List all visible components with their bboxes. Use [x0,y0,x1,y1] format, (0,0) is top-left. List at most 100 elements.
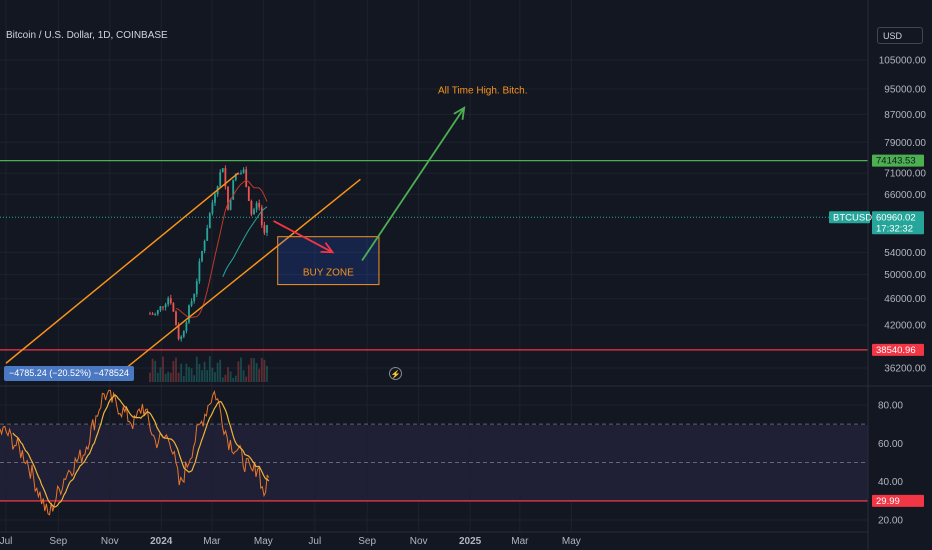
target-arrow-head [453,106,466,120]
ma-mid-line [222,206,268,278]
volume-bar [175,357,177,382]
price-tick-label: 42000.00 [884,321,926,332]
volume-bar [247,364,250,382]
price-tick-label: 87000.00 [884,110,926,121]
price-tick-label: 36200.00 [884,364,926,375]
symbol-tag-text: BTCUSD [833,212,872,223]
support-price-tag-bg [872,343,924,356]
moving-averages [175,179,268,319]
measure-label: −4785.24 (−20.52%) −478524 [4,366,134,381]
symbol-tag: BTCUSD [829,211,872,224]
resistance-price-tag-text: 74143.53 [876,156,916,167]
candle [208,213,211,229]
buy-zone-label: BUY ZONE [303,268,354,279]
volume-bar [208,356,211,382]
rsi-band [0,425,868,502]
volume-bar [167,371,170,382]
volume-bar [224,374,227,382]
volume-bar [253,358,255,382]
time-tick-label: May [562,536,581,547]
time-tick-label: Mar [511,536,529,547]
candle [247,187,250,201]
candle [245,169,248,188]
volume-bar [180,363,183,382]
candle [227,186,229,210]
price-tick-label: 54000.00 [884,248,926,259]
volume-bar [198,363,201,382]
rsi-tick-label: 20.00 [878,516,903,527]
target-arrow-shaft [361,107,465,261]
drawings: BUY ZONE All Time High. Bitch. [0,86,868,371]
volume-bar [227,367,229,382]
candle [162,306,164,308]
time-tick-label: Nov [101,536,119,547]
volume-bar [211,367,214,382]
support-price-tag-text: 38540.96 [876,345,916,356]
rsi-level-tag-text: 29.99 [876,496,900,507]
volume-bar [245,376,248,382]
volume-bar [221,377,224,382]
candle [255,202,258,210]
volume-bar [162,356,164,382]
chart-title: Bitcoin / U.S. Dollar, 1D, COINBASE [6,30,168,41]
time-tick-label: Jul [308,536,321,547]
rsi-panel [0,389,868,516]
channel-upper-line [5,172,239,364]
support-price-tag: 38540.96 [872,343,924,356]
candle [172,303,175,312]
price-tick-label: 46000.00 [884,294,926,305]
volume-bar [149,372,151,382]
volume-bar [172,360,175,382]
last-price-tag-text: 60960.02 [876,212,916,223]
volume-bar [164,373,167,382]
volume-bar [250,358,253,382]
time-tick-label: Sep [358,536,376,547]
volume-bar [242,370,245,382]
volume-bar [193,375,196,382]
volume-bar [177,372,180,382]
price-tick-label: 79000.00 [884,138,926,149]
time-tick-label: 2024 [150,536,173,547]
volume-bar [188,367,190,382]
price-tick-label: 71000.00 [884,169,926,180]
candle [201,250,203,262]
volume-bar [190,368,193,382]
volume-bar [185,363,188,382]
candle [240,172,242,174]
time-tick-label: 2025 [459,536,482,547]
candle [221,168,224,173]
candle [159,306,162,311]
volume-bar [266,365,268,382]
volume-bar [201,370,203,382]
drop-arrow-head [320,242,335,254]
candle [149,313,151,315]
lightning-icon[interactable]: ⚡ [389,367,402,380]
candle [224,168,227,187]
candle [203,240,206,251]
rsi-level-tag: 29.99 [872,494,924,507]
volume-bar [195,356,198,382]
volume-bar [240,357,242,382]
candle [242,169,245,173]
last-price-tag-bg [872,211,924,235]
candle [232,179,235,200]
time-tick-label: Mar [203,536,221,547]
candle [151,313,154,315]
candle [156,310,159,315]
volume-bar [154,360,157,382]
price-labels: 74143.53 38540.96 29.99 BTCUSD 60960.0217:32… [829,154,924,507]
currency-button[interactable]: USD [877,27,923,44]
price-candles [149,165,268,342]
candle [180,336,183,339]
candle [253,209,255,215]
price-tick-label: 50000.00 [884,270,926,281]
rsi-level-tag-bg [872,494,924,507]
axes[interactable]: 105000.00 95000.00 87000.00 79000.00 71000.0… [0,56,926,548]
volume-bar [203,361,206,382]
ma-fast-line [175,179,268,319]
candle [188,305,190,323]
candle [250,200,253,215]
volume-bar [263,359,266,382]
